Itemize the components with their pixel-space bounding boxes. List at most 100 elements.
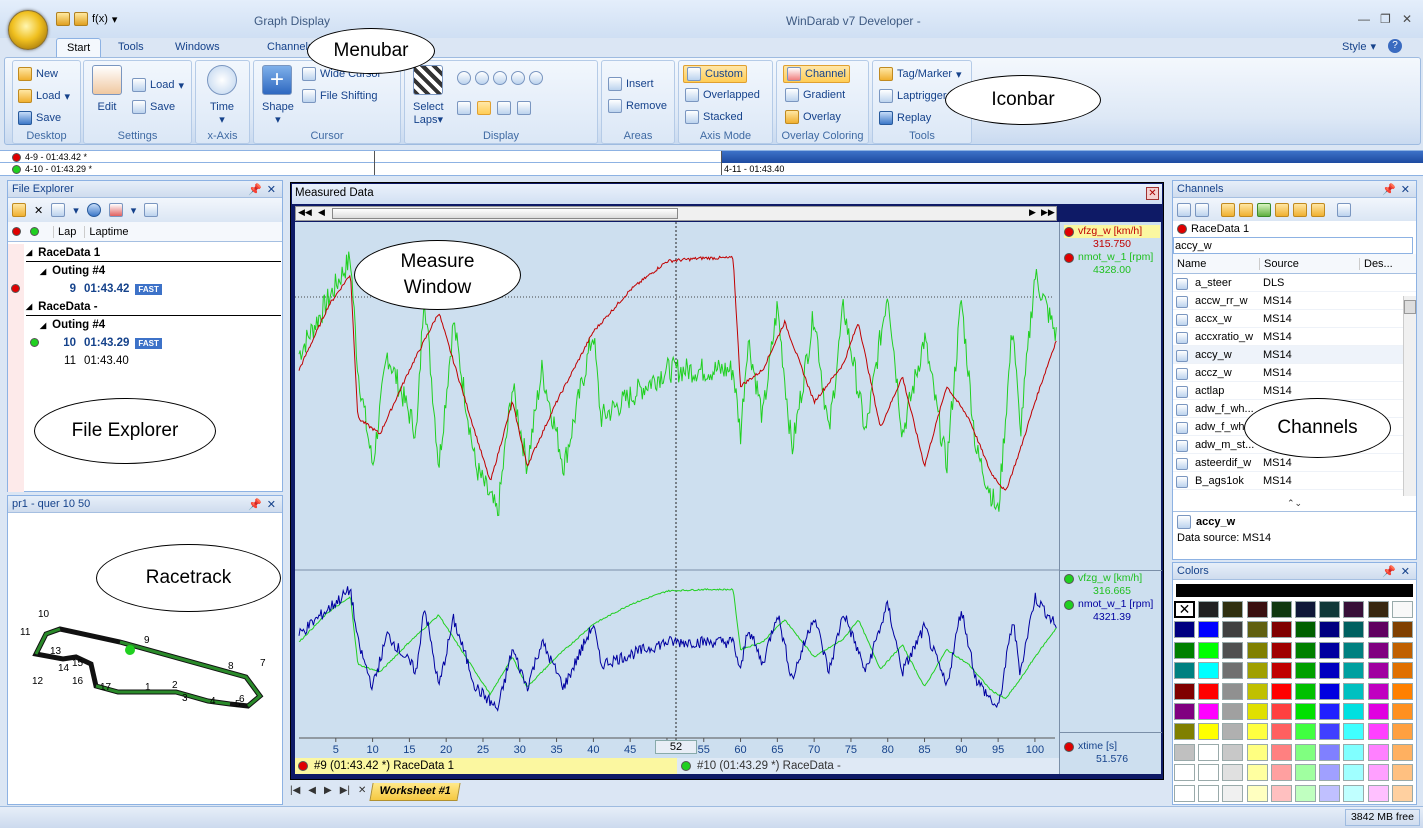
tab-channels[interactable]: Channels bbox=[267, 41, 314, 53]
color-swatch[interactable] bbox=[1319, 723, 1341, 741]
panel-close-icon[interactable]: ✕ bbox=[266, 184, 276, 196]
lap-row[interactable]: 11 01:43.40 bbox=[64, 355, 129, 367]
color-swatch[interactable] bbox=[1174, 703, 1195, 720]
tree-outing[interactable]: ◢ Outing #4 bbox=[40, 265, 106, 277]
color-swatch[interactable] bbox=[1246, 784, 1268, 802]
custom-axis-button[interactable]: Custom bbox=[683, 65, 747, 83]
color-swatch[interactable] bbox=[1198, 723, 1220, 741]
color-swatch[interactable] bbox=[1319, 601, 1341, 618]
lap-row-2[interactable]: 4-10 - 01:43.29 * bbox=[12, 164, 92, 174]
color-swatch[interactable] bbox=[1270, 601, 1292, 618]
color-swatch[interactable] bbox=[1174, 784, 1195, 802]
layout-1-icon[interactable] bbox=[457, 101, 471, 115]
color-swatch[interactable] bbox=[1246, 621, 1268, 639]
details-icon[interactable] bbox=[1195, 202, 1209, 217]
color-swatch[interactable] bbox=[1198, 662, 1220, 680]
color-swatch[interactable] bbox=[1222, 641, 1244, 659]
load-desktop-button[interactable]: Load ▾ bbox=[18, 89, 70, 103]
next-sheet-icon[interactable]: ▶ bbox=[324, 785, 332, 796]
zoom-icon[interactable] bbox=[457, 71, 471, 85]
color-swatch[interactable] bbox=[1246, 703, 1268, 720]
function-icon[interactable] bbox=[1239, 202, 1253, 217]
color-swatch[interactable] bbox=[1246, 662, 1268, 680]
export-icon[interactable] bbox=[144, 203, 159, 217]
lap-label-1[interactable]: #9 (01:43.42 *) RaceData 1 bbox=[295, 758, 677, 774]
color-swatch[interactable] bbox=[1246, 641, 1268, 659]
close-sheet-icon[interactable]: ✕ bbox=[358, 785, 367, 796]
open-folder-icon[interactable] bbox=[12, 203, 26, 217]
color-swatch[interactable] bbox=[1391, 703, 1413, 720]
lap-row[interactable]: 10 01:43.29 FAST bbox=[26, 334, 281, 352]
channel-add-icon[interactable] bbox=[1221, 202, 1235, 217]
tree-outing[interactable]: ◢ Outing #4 bbox=[40, 319, 106, 331]
help-channel-icon[interactable] bbox=[1311, 202, 1325, 217]
application-orb-button[interactable] bbox=[8, 10, 48, 50]
last-sheet-icon[interactable]: ▶| bbox=[339, 785, 350, 796]
color-swatch[interactable] bbox=[1295, 723, 1316, 741]
color-swatch[interactable] bbox=[1270, 764, 1292, 782]
color-swatch[interactable] bbox=[1319, 662, 1341, 680]
color-swatch[interactable] bbox=[1222, 764, 1244, 782]
zoom-time-icon[interactable] bbox=[529, 71, 543, 85]
no-color-swatch[interactable]: ✕ bbox=[1174, 601, 1195, 618]
load-settings-button[interactable]: Load ▾ bbox=[132, 78, 184, 92]
legend-item[interactable]: vfzg_w [km/h] bbox=[1064, 572, 1160, 585]
color-swatch[interactable] bbox=[1246, 682, 1268, 700]
color-swatch[interactable] bbox=[1319, 682, 1341, 700]
zoom-out-icon[interactable] bbox=[493, 71, 507, 85]
color-swatch[interactable] bbox=[1270, 723, 1292, 741]
select-laps-button[interactable]: Select Laps▾ bbox=[413, 65, 444, 126]
channel-row[interactable]: accw_rr_w MS14 bbox=[1173, 292, 1416, 310]
color-swatch[interactable] bbox=[1343, 743, 1365, 761]
tree-group[interactable]: ◢ RaceData - bbox=[26, 298, 281, 316]
color-swatch[interactable] bbox=[1367, 703, 1389, 720]
chart-area[interactable]: 5101520253035404550556065707580859095100… bbox=[295, 222, 1059, 774]
shape-button[interactable]: + Shape ▾ bbox=[262, 65, 294, 126]
color-swatch[interactable] bbox=[1295, 682, 1316, 700]
channel-source[interactable]: RaceData 1 bbox=[1173, 221, 1416, 237]
color-swatch[interactable] bbox=[1198, 703, 1220, 720]
color-swatch[interactable] bbox=[1295, 743, 1316, 761]
laptrigger-button[interactable]: Laptrigger bbox=[879, 89, 947, 103]
color-swatch[interactable] bbox=[1174, 621, 1195, 639]
color-swatch[interactable] bbox=[1270, 703, 1292, 720]
color-swatch[interactable] bbox=[1319, 703, 1341, 720]
color-swatch[interactable] bbox=[1198, 641, 1220, 659]
scrollbar-thumb[interactable] bbox=[332, 208, 678, 219]
color-swatch[interactable] bbox=[1343, 641, 1365, 659]
color-swatch[interactable] bbox=[1367, 743, 1389, 761]
channel-row[interactable]: accxratio_w MS14 bbox=[1173, 328, 1416, 346]
color-swatch[interactable] bbox=[1295, 784, 1316, 802]
color-swatch[interactable] bbox=[1174, 662, 1195, 680]
color-swatch[interactable] bbox=[1270, 621, 1292, 639]
color-swatch[interactable] bbox=[1391, 662, 1413, 680]
fx-button[interactable]: f(x) bbox=[92, 13, 108, 25]
grid-icon[interactable] bbox=[517, 101, 531, 115]
worksheet-tab[interactable]: Worksheet #1 bbox=[369, 783, 461, 801]
scroll-right-icon[interactable]: ▶ bbox=[1029, 207, 1036, 217]
color-swatch[interactable] bbox=[1343, 621, 1365, 639]
color-swatch[interactable] bbox=[1295, 662, 1316, 680]
color-swatch[interactable] bbox=[1319, 621, 1341, 639]
channel-row[interactable]: accx_w MS14 bbox=[1173, 310, 1416, 328]
color-swatch[interactable] bbox=[1198, 621, 1220, 639]
color-swatch[interactable] bbox=[1319, 743, 1341, 761]
color-swatch[interactable] bbox=[1295, 764, 1316, 782]
variable-icon[interactable] bbox=[1257, 202, 1271, 217]
legend-item[interactable]: nmot_w_1 [rpm] bbox=[1064, 251, 1160, 264]
channel-coloring-button[interactable]: Channel bbox=[783, 65, 850, 83]
new-desktop-button[interactable]: New bbox=[18, 67, 58, 81]
channel-row[interactable]: accy_w MS14 bbox=[1173, 346, 1416, 364]
channel-row[interactable]: accz_w MS14 bbox=[1173, 364, 1416, 382]
color-swatch[interactable] bbox=[1222, 703, 1244, 720]
graph-icon[interactable] bbox=[51, 203, 66, 217]
undo-icon[interactable] bbox=[56, 12, 70, 26]
channel-row[interactable]: a_steer DLS bbox=[1173, 274, 1416, 292]
export-channel-icon[interactable] bbox=[1275, 202, 1289, 217]
color-swatch[interactable] bbox=[1391, 601, 1413, 618]
layout-3-icon[interactable] bbox=[497, 101, 511, 115]
save-desktop-button[interactable]: Save bbox=[18, 111, 61, 125]
color-swatch[interactable] bbox=[1343, 784, 1365, 802]
font-icon[interactable] bbox=[1337, 202, 1351, 217]
color-swatch[interactable] bbox=[1198, 764, 1220, 782]
